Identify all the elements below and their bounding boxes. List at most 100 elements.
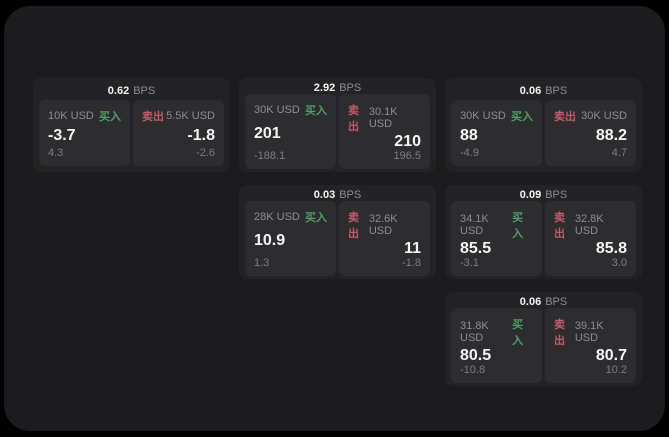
sell-panel-top: 卖出 39.1K USD [554,316,627,348]
buy-sub-value: -10.8 [460,364,486,376]
buy-sub-value: -4.9 [460,147,479,159]
card-header: 0.62 BPS [39,82,224,100]
buy-main-value: -3.7 [48,126,76,144]
buy-panel-top: 34.1K USD 买入 [460,209,533,241]
sell-amount: 5.5K USD [166,110,215,122]
sell-amount: 32.6K USD [368,213,398,237]
card-header: 0.09 BPS [451,189,636,201]
card-header: 2.92 BPS [245,82,430,94]
buy-side-label: 买入 [305,105,327,117]
buy-panel[interactable]: 30K USD 买入 201 -188.1 [245,94,336,169]
buy-sub-value: -188.1 [254,150,286,162]
buy-amount: 30K USD [254,104,300,116]
buy-panel-top: 28K USD 买入 [254,209,327,225]
buy-sell-panels: 30K USD 买入 88 -4.9 卖出 30K USD 88.2 4.7 [451,100,636,166]
buy-main-value: 10.9 [254,232,286,249]
buy-main-value: 88 [460,126,478,144]
sell-sub-value: -2.6 [196,147,215,159]
buy-sub-value: 4.3 [48,147,64,159]
sell-side-label: 卖出 [142,111,164,123]
buy-main-value: 80.5 [460,347,492,364]
sell-sub-value: -1.8 [402,257,421,269]
sell-panel[interactable]: 卖出 32.6K USD 11 -1.8 [339,201,430,276]
buy-panel-top: 30K USD 买入 [254,102,327,118]
quotes-window: 0.62 BPS 10K USD 买入 -3.7 4.3 卖出 5.5K USD… [4,6,665,431]
bps-unit-label: BPS [339,189,362,201]
buy-sub-value: -3.1 [460,257,479,269]
sell-panel[interactable]: 卖出 30.1K USD 210 196.5 [339,94,430,169]
sell-side-label: 卖出 [348,212,359,240]
sell-panel[interactable]: 卖出 32.8K USD 85.8 3.0 [545,201,636,276]
buy-sell-panels: 28K USD 买入 10.9 1.3 卖出 32.6K USD 11 -1.8 [245,201,430,276]
sell-amount: 39.1K USD [574,320,604,344]
sell-main-value: 80.7 [595,347,627,364]
sell-main-value: 85.8 [595,240,627,257]
card-header: 0.06 BPS [451,296,636,308]
sell-panel[interactable]: 卖出 30K USD 88.2 4.7 [545,100,636,166]
buy-sell-panels: 30K USD 买入 201 -188.1 卖出 30.1K USD 210 1… [245,94,430,169]
sell-panel[interactable]: 卖出 5.5K USD -1.8 -2.6 [133,100,224,166]
buy-panel[interactable]: 28K USD 买入 10.9 1.3 [245,201,336,276]
bps-value: 0.62 [107,85,130,97]
buy-amount: 31.8K USD [460,320,489,344]
quote-card: 0.06 BPS 31.8K USD 买入 80.5 -10.8 卖出 39.1… [445,292,642,386]
buy-sell-panels: 34.1K USD 买入 85.5 -3.1 卖出 32.8K USD 85.8… [451,201,636,276]
buy-amount: 30K USD [460,110,506,122]
sell-panel[interactable]: 卖出 39.1K USD 80.7 10.2 [545,308,636,383]
buy-side-label: 买入 [512,212,524,240]
sell-amount: 30.1K USD [368,106,398,130]
quote-card: 2.92 BPS 30K USD 买入 201 -188.1 卖出 30.1K … [239,78,436,172]
buy-panel-top: 30K USD 买入 [460,108,533,124]
sell-panel-top: 卖出 32.8K USD [554,209,627,241]
buy-main-value: 201 [254,125,281,142]
bps-value: 2.92 [313,82,336,94]
buy-panel[interactable]: 31.8K USD 买入 80.5 -10.8 [451,308,542,383]
bps-value: 0.09 [519,189,542,201]
card-header: 0.06 BPS [451,82,636,100]
buy-side-label: 买入 [512,319,524,347]
sell-side-label: 卖出 [348,105,359,133]
buy-panel-top: 10K USD 买入 [48,108,121,124]
buy-panel[interactable]: 34.1K USD 买入 85.5 -3.1 [451,201,542,276]
quote-card: 0.03 BPS 28K USD 买入 10.9 1.3 卖出 32.6K US… [239,185,436,279]
sell-side-label: 卖出 [554,319,565,347]
sell-sub-value: 3.0 [611,257,627,269]
buy-amount: 10K USD [48,110,94,122]
sell-sub-value: 10.2 [605,364,627,376]
sell-main-value: 88.2 [595,126,627,144]
buy-amount: 28K USD [254,211,300,223]
sell-panel-top: 卖出 30.1K USD [348,102,421,134]
buy-side-label: 买入 [305,212,327,224]
sell-sub-value: 196.5 [393,150,421,162]
sell-main-value: 210 [394,133,421,150]
sell-panel-top: 卖出 30K USD [554,108,627,124]
buy-panel[interactable]: 30K USD 买入 88 -4.9 [451,100,542,166]
buy-panel-top: 31.8K USD 买入 [460,316,533,348]
buy-sell-panels: 10K USD 买入 -3.7 4.3 卖出 5.5K USD -1.8 -2.… [39,100,224,166]
bps-unit-label: BPS [339,82,362,94]
sell-amount: 30K USD [581,110,627,122]
sell-sub-value: 4.7 [611,147,627,159]
buy-side-label: 买入 [99,111,121,123]
bps-value: 0.03 [313,189,336,201]
bps-value: 0.06 [519,85,542,97]
bps-unit-label: BPS [545,296,568,308]
bps-unit-label: BPS [133,85,156,97]
sell-main-value: -1.8 [187,126,215,144]
buy-amount: 34.1K USD [460,213,489,237]
sell-panel-top: 卖出 32.6K USD [348,209,421,241]
buy-sub-value: 1.3 [254,257,270,269]
buy-main-value: 85.5 [460,240,492,257]
card-header: 0.03 BPS [245,189,430,201]
quote-card: 0.09 BPS 34.1K USD 买入 85.5 -3.1 卖出 32.8K… [445,185,642,279]
sell-panel-top: 卖出 5.5K USD [142,108,215,124]
buy-panel[interactable]: 10K USD 买入 -3.7 4.3 [39,100,130,166]
sell-side-label: 卖出 [554,212,565,240]
bps-unit-label: BPS [545,189,568,201]
sell-side-label: 卖出 [554,111,576,123]
quote-card: 0.06 BPS 30K USD 买入 88 -4.9 卖出 30K USD 8… [445,78,642,172]
buy-sell-panels: 31.8K USD 买入 80.5 -10.8 卖出 39.1K USD 80.… [451,308,636,383]
quote-cards-grid: 0.62 BPS 10K USD 买入 -3.7 4.3 卖出 5.5K USD… [33,78,642,386]
sell-main-value: 11 [404,240,421,257]
quote-card: 0.62 BPS 10K USD 买入 -3.7 4.3 卖出 5.5K USD… [33,78,230,172]
